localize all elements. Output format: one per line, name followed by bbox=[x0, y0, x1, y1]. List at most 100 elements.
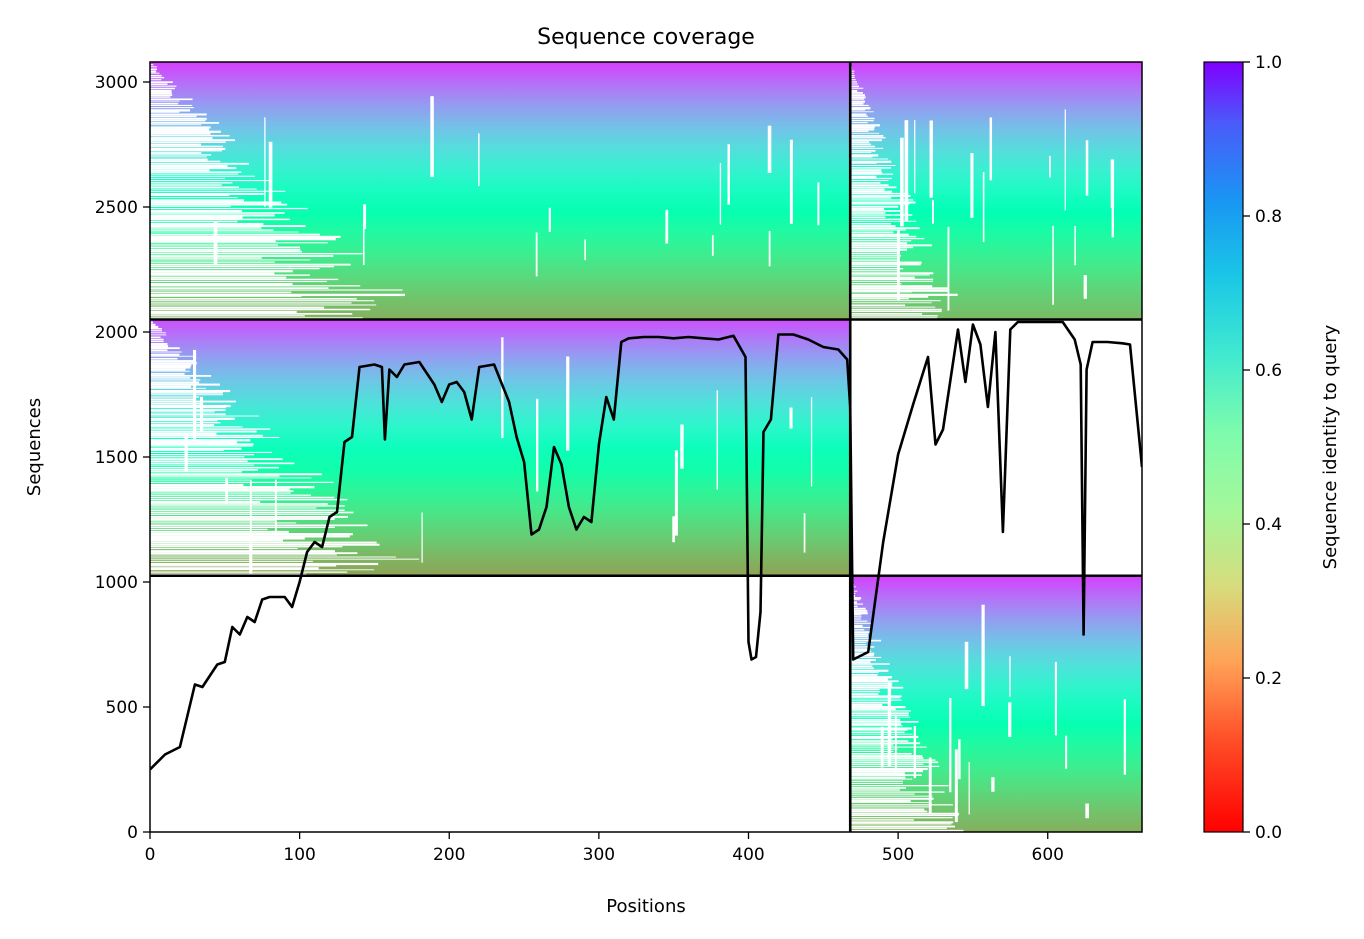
gap bbox=[672, 516, 675, 543]
gap bbox=[150, 134, 230, 137]
gap bbox=[150, 340, 164, 343]
gap bbox=[1123, 699, 1126, 775]
gap bbox=[150, 137, 213, 140]
x-axis-label: Positions bbox=[606, 896, 685, 917]
gap bbox=[850, 609, 868, 612]
gap bbox=[150, 366, 191, 369]
gap bbox=[1054, 662, 1057, 736]
gap bbox=[150, 190, 286, 192]
plot-area bbox=[150, 62, 1142, 832]
gap bbox=[850, 278, 934, 281]
gap bbox=[850, 235, 917, 238]
gap bbox=[850, 829, 964, 832]
gap bbox=[150, 272, 275, 275]
gap bbox=[850, 197, 892, 199]
gap bbox=[150, 186, 239, 189]
gap bbox=[535, 232, 538, 277]
gap bbox=[850, 302, 932, 304]
gap bbox=[850, 678, 889, 681]
gap bbox=[150, 122, 220, 124]
y-tick-label: 0 bbox=[127, 823, 138, 843]
gap bbox=[150, 535, 350, 538]
gap bbox=[850, 797, 934, 800]
gap bbox=[150, 370, 190, 372]
gap bbox=[850, 812, 960, 815]
gap bbox=[850, 725, 903, 727]
y-axis-ticks: 0 500 1000 1500 2000 2500 3000 bbox=[95, 73, 150, 843]
gap bbox=[850, 111, 874, 113]
gap bbox=[150, 248, 301, 251]
gap bbox=[150, 98, 193, 101]
gap bbox=[150, 72, 160, 74]
gap bbox=[150, 515, 348, 518]
gap bbox=[150, 460, 248, 463]
gap bbox=[184, 434, 188, 472]
gap bbox=[150, 471, 242, 473]
gap bbox=[850, 759, 936, 761]
gap bbox=[954, 749, 958, 823]
gap bbox=[850, 720, 919, 723]
gap bbox=[150, 342, 168, 346]
gap bbox=[850, 765, 940, 768]
gap bbox=[850, 315, 938, 317]
colorbar bbox=[1203, 61, 1244, 833]
gap bbox=[665, 209, 669, 244]
gap bbox=[850, 92, 863, 94]
gap bbox=[150, 70, 157, 73]
gap bbox=[150, 85, 177, 87]
gap bbox=[850, 310, 942, 313]
gap bbox=[850, 614, 862, 616]
gap bbox=[150, 454, 254, 456]
gap bbox=[150, 310, 297, 314]
gap bbox=[850, 171, 882, 174]
gap bbox=[850, 714, 909, 717]
gap bbox=[850, 250, 898, 253]
gap bbox=[850, 141, 870, 144]
gap bbox=[850, 641, 867, 643]
gap bbox=[150, 426, 243, 428]
gap bbox=[150, 468, 258, 471]
gap bbox=[850, 190, 892, 193]
gap bbox=[150, 443, 254, 446]
gap bbox=[150, 377, 191, 379]
gap bbox=[850, 622, 874, 624]
gap bbox=[970, 153, 974, 218]
gap bbox=[150, 451, 272, 453]
y-tick-label: 2000 bbox=[95, 323, 138, 343]
gap bbox=[150, 547, 298, 550]
gap bbox=[150, 83, 168, 85]
coverage-line bbox=[150, 320, 1142, 771]
gap bbox=[150, 203, 288, 206]
gap bbox=[478, 133, 480, 187]
gap bbox=[850, 607, 866, 610]
gap bbox=[850, 620, 868, 622]
gap bbox=[850, 139, 882, 142]
gap bbox=[850, 757, 924, 759]
gap bbox=[850, 682, 893, 685]
gap bbox=[789, 407, 793, 429]
gap bbox=[150, 524, 368, 527]
gap bbox=[958, 739, 961, 780]
gap bbox=[897, 229, 900, 301]
gap bbox=[929, 120, 933, 198]
x-tick-label: 500 bbox=[882, 845, 914, 865]
gap bbox=[850, 182, 881, 184]
gap bbox=[850, 646, 875, 648]
gap bbox=[150, 481, 334, 483]
gap bbox=[150, 255, 334, 257]
gap bbox=[850, 597, 862, 600]
gap bbox=[850, 716, 911, 718]
gap bbox=[150, 362, 197, 365]
gap bbox=[850, 77, 855, 79]
gap bbox=[850, 195, 911, 197]
gap bbox=[150, 295, 302, 297]
gap bbox=[850, 220, 917, 222]
gap bbox=[150, 205, 231, 207]
gap bbox=[150, 180, 271, 182]
gap bbox=[931, 199, 934, 224]
gap bbox=[768, 231, 771, 267]
gap bbox=[850, 697, 900, 699]
gap bbox=[964, 641, 969, 690]
gap bbox=[850, 776, 906, 779]
gap bbox=[850, 825, 955, 828]
